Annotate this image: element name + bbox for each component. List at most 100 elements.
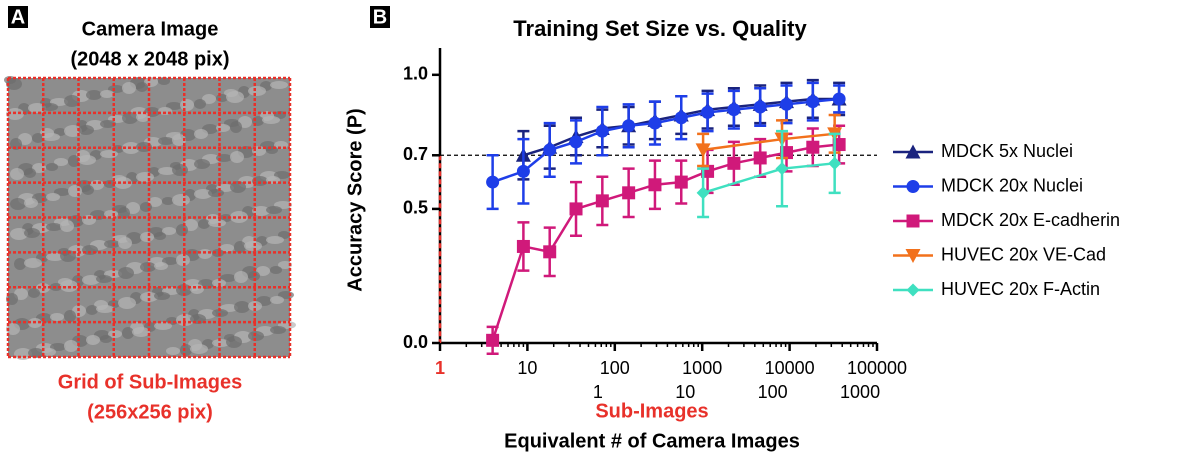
point: [780, 98, 793, 111]
point: [486, 176, 499, 189]
x-tick-label: 10: [517, 358, 537, 378]
point: [622, 186, 635, 199]
legend-label: HUVEC 20x F-Actin: [941, 279, 1100, 299]
y-tick-label: 1.0: [403, 64, 428, 84]
cell: [100, 335, 112, 343]
cell: [100, 90, 114, 98]
image-title: Camera Image: [82, 18, 219, 40]
y-tick-label: 0.5: [403, 198, 428, 218]
x-tick-label: 1000: [682, 358, 722, 378]
cell: [140, 232, 154, 242]
cell: [64, 340, 78, 352]
cell: [24, 168, 36, 178]
series-line: [493, 145, 840, 341]
cell: [154, 262, 168, 270]
cell: [86, 335, 100, 345]
cell: [42, 133, 60, 141]
point: [754, 151, 767, 164]
cell: [24, 258, 42, 268]
x-axis-label: Sub-Images: [595, 400, 708, 422]
x2-tick-label: 1: [593, 382, 603, 402]
cell: [190, 284, 204, 294]
cell: [230, 121, 242, 133]
cell: [154, 232, 166, 240]
cell: [10, 168, 24, 180]
x2-tick-label: 1000: [840, 382, 880, 402]
y-tick-label: 0.7: [403, 144, 428, 164]
camera-image: [4, 76, 296, 360]
point: [543, 245, 556, 258]
cell: [82, 185, 94, 195]
y-tick-label: 0.0: [403, 332, 428, 352]
cell: [194, 129, 208, 139]
cell: [86, 305, 98, 315]
cell: [24, 198, 38, 208]
cell: [158, 137, 174, 145]
point: [570, 135, 583, 148]
cell: [266, 206, 282, 214]
point: [648, 117, 661, 130]
cell: [100, 150, 118, 158]
cell: [262, 116, 280, 124]
x-tick-label: 100000: [847, 358, 907, 378]
point: [806, 141, 819, 154]
cell: [96, 305, 114, 313]
point: [648, 178, 661, 191]
cell: [46, 163, 58, 171]
cell: [226, 336, 242, 348]
cell: [96, 275, 112, 283]
cell: [234, 301, 250, 313]
cell: [198, 249, 212, 259]
cell: [230, 151, 244, 163]
cell: [180, 99, 194, 111]
cell: [226, 91, 244, 103]
cell: [172, 194, 190, 206]
panel-label: B: [373, 6, 387, 28]
cell: [86, 90, 102, 100]
cell: [234, 271, 248, 283]
cell: [28, 288, 40, 298]
point: [727, 157, 740, 170]
cell: [64, 310, 76, 322]
cell: [118, 297, 136, 309]
image-caption: Grid of Sub-Images: [58, 371, 242, 393]
cell: [50, 313, 64, 321]
x-tick-label: 100: [600, 358, 630, 378]
point: [675, 176, 688, 189]
point: [727, 103, 740, 116]
panel-label: A: [11, 6, 25, 28]
point: [517, 240, 530, 253]
point: [570, 202, 583, 215]
cell: [194, 99, 206, 109]
legend-label: MDCK 20x Nuclei: [941, 175, 1083, 195]
cell: [118, 267, 134, 279]
cell: [270, 326, 286, 334]
cell: [244, 241, 262, 251]
cell: [172, 164, 188, 176]
cell: [270, 266, 282, 274]
point: [754, 101, 767, 114]
x-tick-label: 1: [435, 358, 445, 378]
point: [701, 106, 714, 119]
cell: [216, 124, 230, 132]
cell: [122, 82, 136, 94]
cell: [208, 219, 226, 227]
cell: [270, 81, 288, 89]
cell: [78, 125, 94, 135]
cell: [266, 236, 284, 244]
point: [833, 92, 846, 105]
cell: [208, 189, 224, 197]
figure: A Camera Image (2048 x 2048 pix) Grid of…: [0, 0, 1195, 463]
x2-axis-label: Equivalent # of Camera Images: [504, 430, 800, 452]
point: [543, 143, 556, 156]
cell: [248, 86, 266, 96]
point: [806, 95, 819, 108]
cell: [166, 347, 180, 355]
cell: [132, 327, 150, 337]
x2-tick-label: 10: [675, 382, 695, 402]
chart-title: Training Set Size vs. Quality: [513, 16, 807, 41]
cell: [136, 172, 154, 182]
cell: [46, 223, 62, 231]
cell: [46, 193, 60, 201]
legend-label: MDCK 20x E-cadherin: [941, 210, 1120, 230]
